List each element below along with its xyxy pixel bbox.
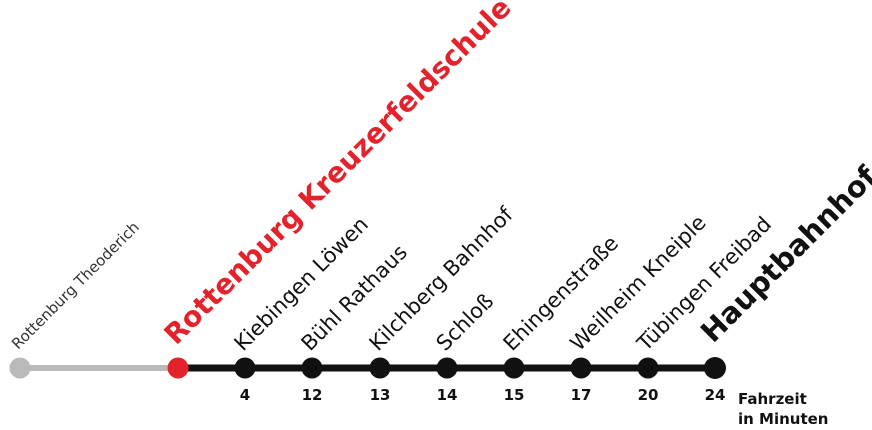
- legend-title: Fahrzeit: [738, 390, 807, 408]
- stop-label-rottenburg-theoderich: Rottenburg Theoderich: [8, 218, 143, 353]
- stop-dot-kilchberg-bahnhof: [369, 357, 391, 379]
- travel-time-kiebingen-loewen: 4: [240, 386, 250, 404]
- stop-dot-tuebingen-freibad: [637, 357, 659, 379]
- travel-time-buehl-rathaus: 12: [302, 386, 323, 404]
- stops-layer: [9, 357, 726, 379]
- stop-dot-weilheim-kneiple: [570, 357, 592, 379]
- stop-dot-kiebingen-loewen: [234, 357, 256, 379]
- legend-subtitle: in Minuten: [738, 410, 829, 428]
- stop-dot-hauptbahnhof: [704, 357, 726, 379]
- travel-time-weilheim-kneiple: 17: [571, 386, 592, 404]
- travel-time-kilchberg-bahnhof: 13: [370, 386, 391, 404]
- travel-time-hauptbahnhof: 24: [705, 386, 726, 404]
- stop-label-ehingenstrasse: Ehingenstraße: [499, 231, 624, 356]
- stop-dot-buehl-rathaus: [301, 357, 323, 379]
- travel-time-schloss: 14: [437, 386, 458, 404]
- stop-dot-schloss: [436, 357, 458, 379]
- stop-label-schloss: Schloß: [432, 289, 499, 356]
- stop-dot-ehingenstrasse: [503, 357, 525, 379]
- stop-dot-rottenburg-kreuzerfeldschule: [167, 357, 189, 379]
- travel-time-tuebingen-freibad: 20: [638, 386, 659, 404]
- stop-labels: Rottenburg Theoderich Rottenburg Kreuzerf…: [8, 0, 872, 356]
- travel-times: 4 12 13 14 15 17 20 24: [240, 386, 726, 404]
- travel-time-ehingenstrasse: 15: [504, 386, 525, 404]
- stop-dot-rottenburg-theoderich: [9, 357, 31, 379]
